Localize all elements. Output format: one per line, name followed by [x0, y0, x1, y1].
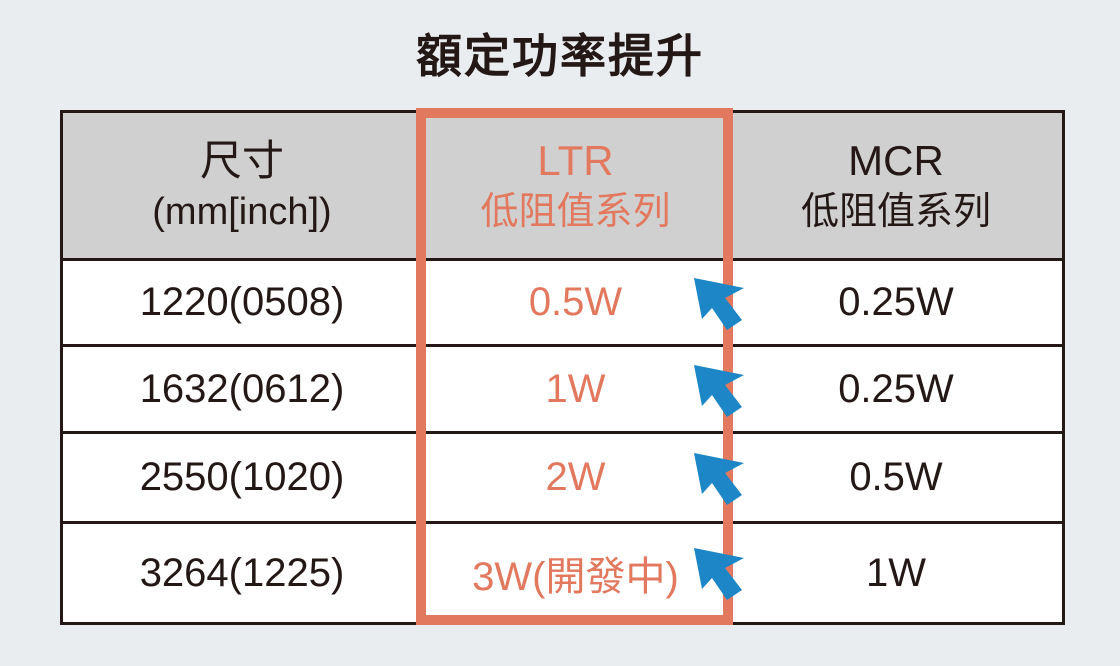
mcr-value-cell: 0.5W — [727, 431, 1065, 524]
header-mcr-column: MCR 低阻值系列 — [727, 110, 1065, 261]
header-ltr-series: 低阻值系列 — [480, 191, 671, 234]
header-ltr-label: LTR — [537, 137, 614, 185]
improvement-arrow-icon — [694, 278, 744, 330]
power-comparison-table: 尺寸 (mm[inch]) LTR 低阻值系列 MCR 低阻值系列 1220(0… — [60, 110, 1065, 625]
size-cell: 1632(0612) — [60, 344, 424, 434]
header-size-column: 尺寸 (mm[inch]) — [60, 110, 424, 261]
ltr-value-cell: 1W — [421, 344, 730, 434]
table-header-row: 尺寸 (mm[inch]) LTR 低阻值系列 MCR 低阻值系列 — [60, 110, 1065, 261]
improvement-arrow-icon — [694, 365, 744, 417]
table-row: 3264(1225) 3W(開發中) 1W — [60, 521, 1065, 625]
table-row: 1632(0612) 1W 0.25W — [60, 344, 1065, 434]
improvement-arrow-icon — [694, 453, 744, 505]
header-ltr-column: LTR 低阻值系列 — [421, 110, 730, 261]
size-cell: 2550(1020) — [60, 431, 424, 524]
header-size-label: 尺寸 — [199, 137, 284, 185]
mcr-value-cell: 1W — [727, 521, 1065, 625]
ltr-value-cell: 3W(開發中) — [421, 521, 730, 625]
header-mcr-series: 低阻值系列 — [800, 191, 991, 234]
header-size-unit: (mm[inch]) — [152, 191, 332, 234]
table-row: 1220(0508) 0.5W 0.25W — [60, 258, 1065, 347]
figure-title: 額定功率提升 — [416, 30, 704, 82]
size-cell: 3264(1225) — [60, 521, 424, 625]
size-cell: 1220(0508) — [60, 258, 424, 347]
mcr-value-cell: 0.25W — [727, 344, 1065, 434]
improvement-arrow-icon — [694, 548, 744, 600]
table-row: 2550(1020) 2W 0.5W — [60, 431, 1065, 524]
header-mcr-label: MCR — [848, 137, 944, 185]
mcr-value-cell: 0.25W — [727, 258, 1065, 347]
ltr-value-cell: 0.5W — [421, 258, 730, 347]
ltr-value-cell: 2W — [421, 431, 730, 524]
